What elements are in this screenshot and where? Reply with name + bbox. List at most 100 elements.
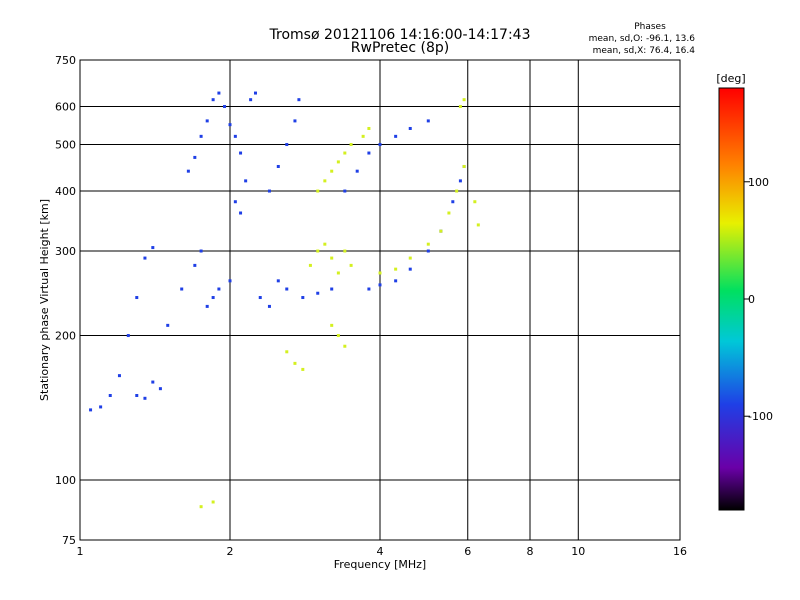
x-tick-label: 4: [377, 545, 384, 558]
data-point-o: [355, 169, 359, 173]
data-point-o: [117, 374, 121, 378]
data-point-o: [316, 291, 320, 295]
data-point-o: [267, 189, 271, 193]
x-tick-label: 6: [464, 545, 471, 558]
data-point-o: [394, 134, 398, 138]
data-point-x: [349, 263, 353, 267]
data-point-o: [378, 283, 382, 287]
data-point-o: [199, 134, 203, 138]
data-point-o: [166, 323, 170, 327]
data-point-o: [180, 287, 184, 291]
data-point-o: [126, 334, 130, 338]
data-point-o: [285, 287, 289, 291]
x-tick-label: 1: [77, 545, 84, 558]
y-tick-label: 750: [55, 54, 76, 67]
data-point-o: [228, 123, 232, 127]
data-point-x: [285, 350, 289, 354]
data-point-o: [408, 126, 412, 130]
data-point-o: [143, 396, 147, 400]
x-tick-label: 8: [527, 545, 534, 558]
data-point-o: [367, 151, 371, 155]
data-point-o: [285, 143, 289, 147]
data-point-x: [308, 263, 312, 267]
data-point-o: [193, 155, 197, 159]
data-point-o: [244, 179, 248, 183]
data-point-x: [199, 505, 203, 509]
data-point-o: [426, 249, 430, 253]
data-point-o: [211, 98, 215, 102]
data-point-x: [462, 164, 466, 168]
x-axis-label: Frequency [MHz]: [334, 558, 426, 571]
data-point-x: [426, 242, 430, 246]
colorbar-tick-label: 0: [748, 293, 755, 306]
data-point-o: [258, 296, 262, 300]
data-point-o: [267, 304, 271, 308]
data-point-x: [473, 200, 477, 204]
data-point-o: [228, 279, 232, 283]
data-point-o: [108, 394, 112, 398]
data-point-o: [343, 189, 347, 193]
data-point-o: [458, 179, 462, 183]
y-tick-label: 100: [55, 474, 76, 487]
data-point-x: [330, 256, 334, 260]
data-point-o: [143, 256, 147, 260]
y-axis-label: Stationary phase Virtual Height [km]: [38, 199, 51, 401]
y-tick-label: 400: [55, 185, 76, 198]
data-point-o: [249, 98, 253, 102]
y-tick-label: 300: [55, 245, 76, 258]
data-point-o: [199, 249, 203, 253]
data-point-o: [276, 279, 280, 283]
data-point-o: [205, 304, 209, 308]
data-point-o: [239, 211, 243, 215]
phase-o-stats: mean, sd,O: -96.1, 13.6: [588, 34, 695, 44]
data-point-x: [336, 160, 340, 164]
data-point-o: [330, 287, 334, 291]
data-point-x: [458, 105, 462, 109]
chart-title: Tromsø 20121106 14:16:00-14:17:43: [269, 27, 531, 43]
data-point-x: [316, 189, 320, 193]
data-point-o: [151, 380, 155, 384]
data-point-o: [426, 119, 430, 123]
colorbar: [718, 87, 745, 511]
data-point-o: [135, 394, 139, 398]
data-point-o: [217, 287, 221, 291]
data-point-x: [343, 249, 347, 253]
data-point-o: [151, 246, 155, 250]
data-point-o: [293, 119, 297, 123]
data-point-x: [394, 267, 398, 271]
data-point-x: [343, 344, 347, 348]
y-tick-label: 200: [55, 330, 76, 343]
data-point-o: [186, 169, 190, 173]
data-point-o: [205, 119, 209, 123]
data-point-o: [233, 200, 237, 204]
data-point-o: [99, 405, 103, 409]
x-tick-label: 2: [227, 545, 234, 558]
data-point-o: [408, 267, 412, 271]
data-point-o: [239, 151, 243, 155]
data-point-o: [158, 387, 162, 391]
data-point-x: [378, 271, 382, 275]
y-tick-label: 75: [62, 534, 76, 547]
data-point-x: [455, 189, 459, 193]
data-point-o: [301, 296, 305, 300]
data-point-o: [451, 200, 455, 204]
chart-subtitle: RwPretec (8p): [350, 40, 450, 56]
colorbar-tick-label: 100: [748, 176, 769, 189]
y-tick-label: 500: [55, 139, 76, 152]
data-point-o: [394, 279, 398, 283]
data-point-x: [330, 323, 334, 327]
data-point-o: [223, 105, 227, 109]
data-point-x: [323, 242, 327, 246]
data-point-x: [211, 500, 215, 504]
data-point-o: [367, 287, 371, 291]
data-point-x: [462, 98, 466, 102]
data-point-x: [323, 179, 327, 183]
y-tick-label: 600: [55, 101, 76, 114]
colorbar-tick-label: -100: [748, 410, 773, 423]
data-point-o: [233, 134, 237, 138]
data-point-o: [135, 296, 139, 300]
data-point-x: [293, 361, 297, 365]
phase-x-stats: mean, sd,X: 76.4, 16.4: [592, 46, 695, 56]
data-point-x: [367, 126, 371, 130]
